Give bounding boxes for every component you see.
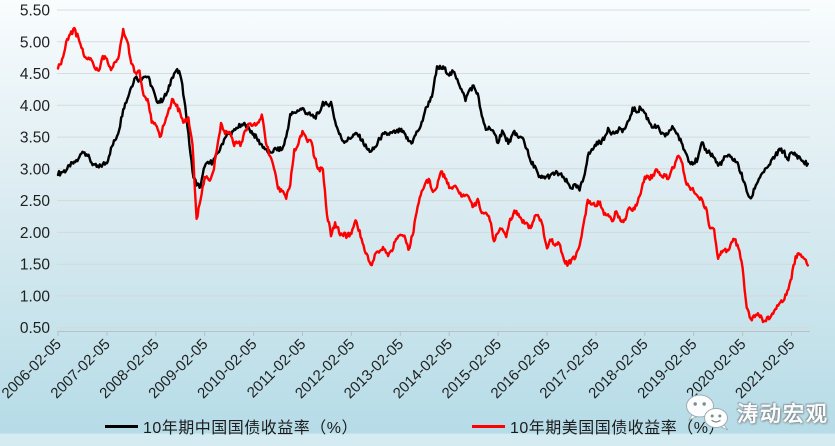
svg-text:5.50: 5.50 [20, 3, 51, 20]
svg-text:3.00: 3.00 [20, 161, 51, 178]
svg-text:2.50: 2.50 [20, 193, 51, 210]
svg-text:2.00: 2.00 [20, 225, 51, 242]
svg-text:4.50: 4.50 [20, 66, 51, 83]
svg-text:3.50: 3.50 [20, 130, 51, 147]
svg-text:1.50: 1.50 [20, 257, 51, 274]
x-axis-labels: 2006-02-052007-02-052008-02-052009-02-05… [0, 336, 798, 402]
svg-text:1.00: 1.00 [20, 288, 51, 305]
gridlines [57, 9, 810, 329]
y-axis-labels: 0.50 1.00 1.50 2.00 2.50 3.00 3.50 4.00 4.50 5.00… [20, 3, 51, 338]
svg-text:4.00: 4.00 [20, 98, 51, 115]
svg-text:5.00: 5.00 [20, 34, 51, 51]
svg-text:0.50: 0.50 [20, 320, 51, 337]
series-line-us [56, 26, 809, 324]
series-line-china [56, 64, 809, 200]
footer-strip [0, 433, 835, 446]
x-axis [57, 331, 810, 336]
